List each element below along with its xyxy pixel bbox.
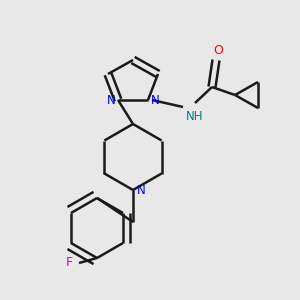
Text: N: N (106, 94, 116, 106)
Text: NH: NH (186, 110, 203, 123)
Text: N: N (151, 94, 159, 106)
Text: N: N (136, 184, 146, 196)
Text: F: F (65, 256, 73, 269)
Text: O: O (213, 44, 223, 56)
